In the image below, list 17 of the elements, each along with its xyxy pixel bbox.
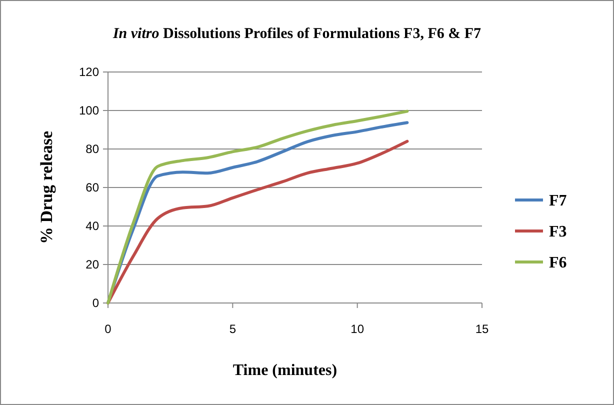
y-tick-label: 80	[86, 142, 100, 156]
y-axis-title: % Drug release	[37, 130, 56, 244]
legend-label: F6	[549, 254, 567, 272]
y-tick-label: 0	[92, 296, 100, 310]
y-tick-label: 100	[78, 104, 100, 118]
x-tick-label: 15	[475, 322, 489, 336]
x-tick-label: 10	[350, 322, 364, 336]
y-tick-label: 120	[78, 65, 100, 80]
x-axis-title: Time (minutes)	[232, 362, 338, 379]
x-tick-label: 0	[104, 322, 112, 336]
y-tick-label: 40	[86, 219, 100, 234]
legend-label: F3	[549, 224, 567, 241]
chart-title: In vitro Dissolutions Profiles of Formulations F3, F6 & F7	[112, 26, 482, 42]
legend-label: F7	[549, 192, 567, 210]
y-tick-label: 60	[86, 180, 100, 195]
x-tick-label: 5	[229, 322, 236, 336]
y-tick-label: 20	[86, 258, 100, 272]
